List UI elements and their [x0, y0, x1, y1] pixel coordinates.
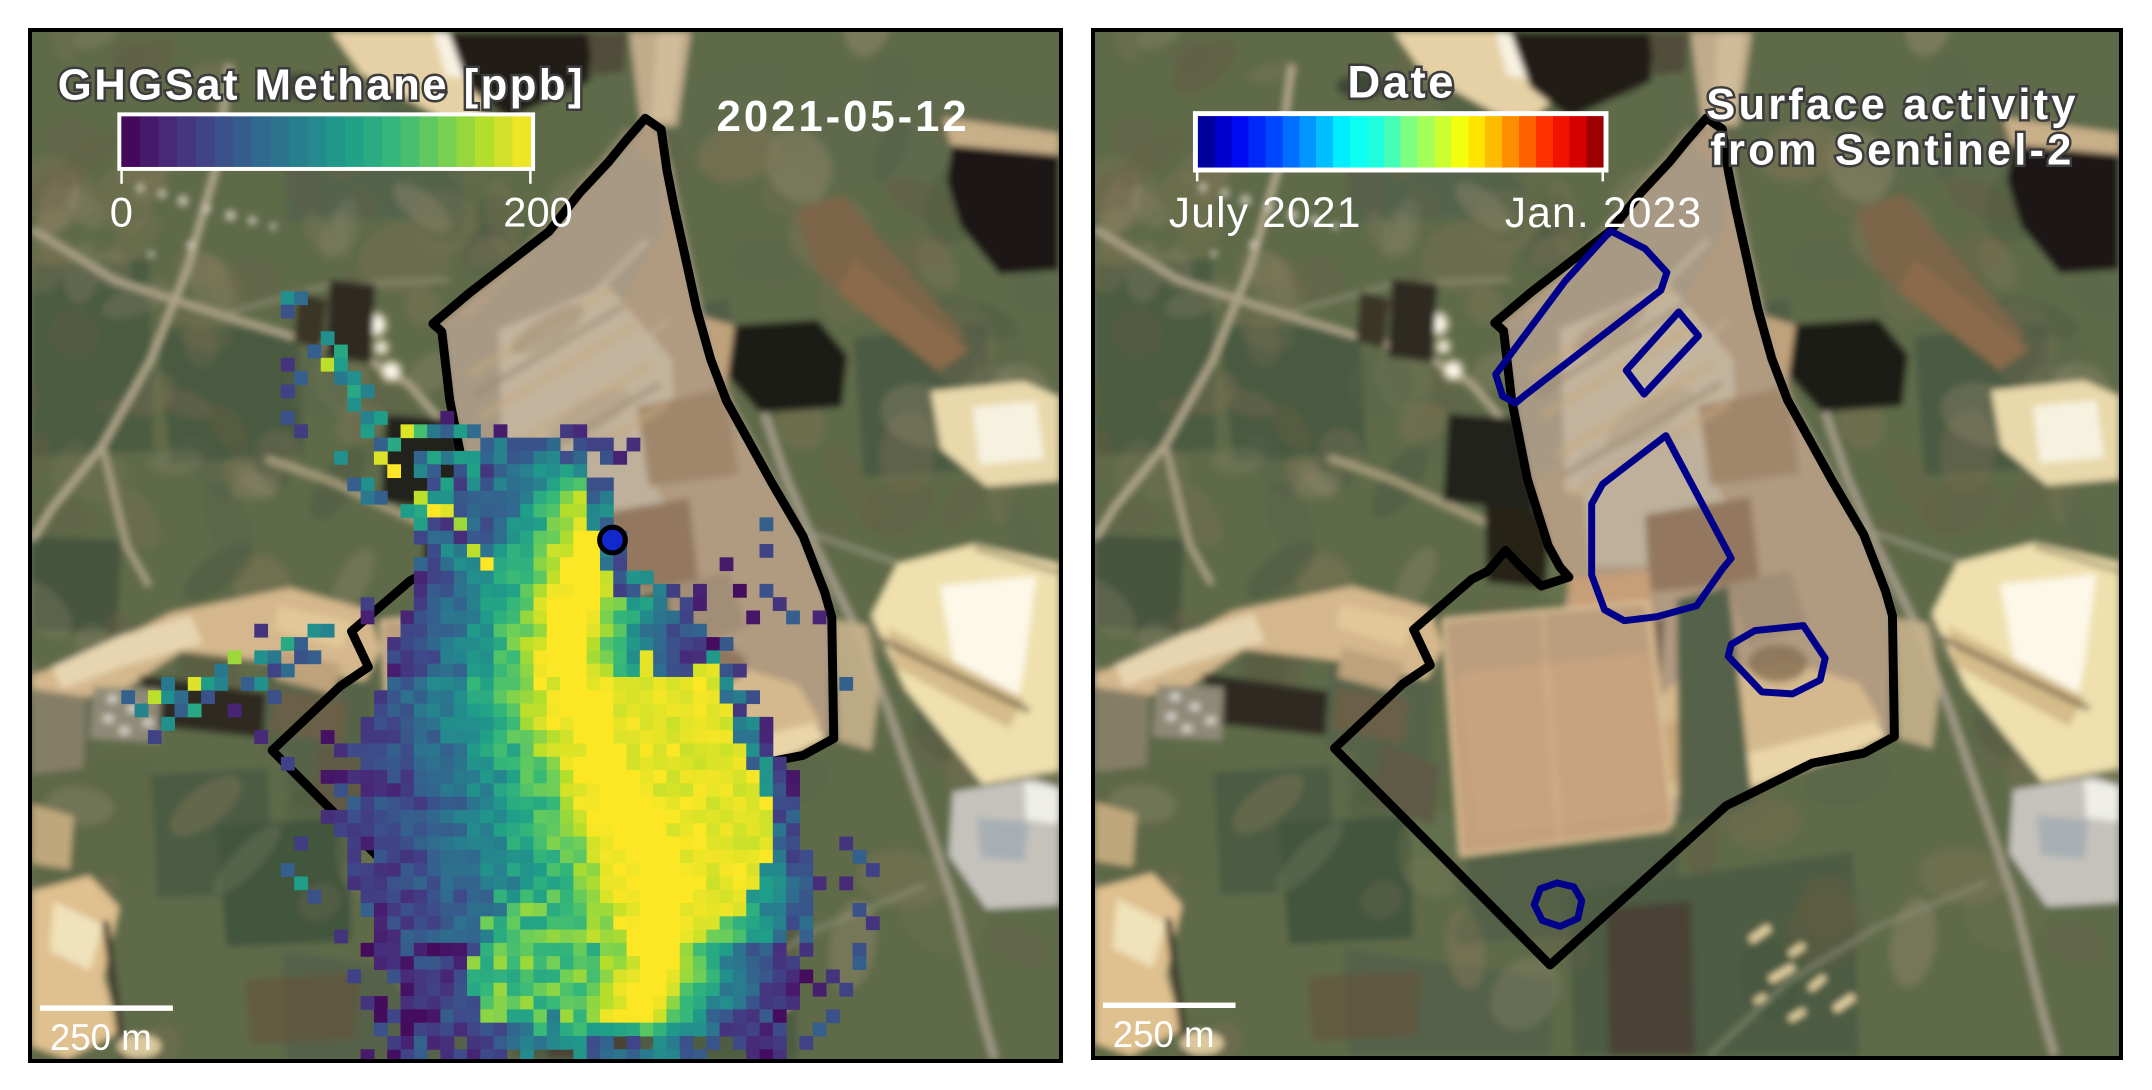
- svg-text:Jan. 2023: Jan. 2023: [1505, 189, 1703, 237]
- svg-text:0: 0: [110, 188, 133, 235]
- svg-text:from Sentinel-2: from Sentinel-2: [1710, 127, 2074, 175]
- svg-text:250 m: 250 m: [50, 1017, 152, 1058]
- svg-text:Date: Date: [1347, 56, 1456, 107]
- svg-text:Surface activity: Surface activity: [1706, 81, 2078, 129]
- svg-text:250 m: 250 m: [1113, 1014, 1215, 1055]
- svg-text:2021-05-12: 2021-05-12: [717, 92, 970, 141]
- svg-text:July 2021: July 2021: [1169, 189, 1362, 237]
- svg-text:200: 200: [503, 188, 573, 235]
- svg-text:GHGSat Methane [ppb]: GHGSat Methane [ppb]: [58, 60, 585, 109]
